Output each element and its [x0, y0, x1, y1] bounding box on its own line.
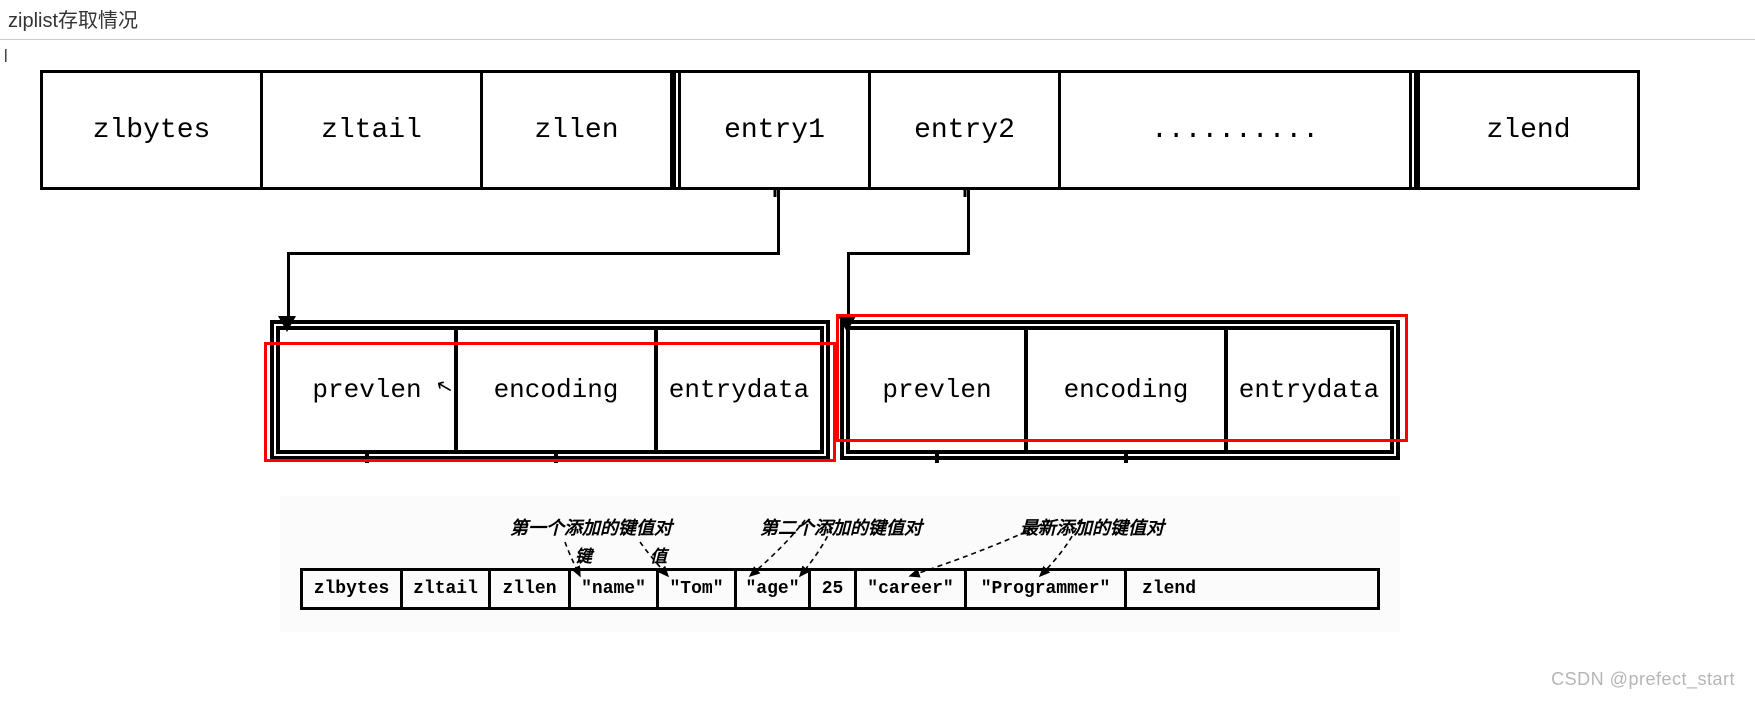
- connector-lines: [40, 190, 1640, 320]
- ex-zlend: zlend: [1127, 571, 1211, 607]
- ex-age: "age": [737, 571, 811, 607]
- ex-zlbytes: zlbytes: [303, 571, 403, 607]
- label: entry2: [914, 115, 1015, 146]
- cell-zlbytes: zlbytes: [43, 73, 263, 187]
- ziplist-diagram: zlbytes zltail zllen entry1 entry2 .....…: [40, 70, 1640, 632]
- ex-tom: "Tom": [659, 571, 737, 607]
- cell-zllen: zllen: [483, 73, 673, 187]
- cell-zlend: zlend: [1417, 73, 1637, 187]
- ex-zltail: zltail: [403, 571, 491, 607]
- ex-programmer: "Programmer": [967, 571, 1127, 607]
- label: ..........: [1151, 115, 1319, 146]
- ziplist-top-row: zlbytes zltail zllen entry1 entry2 .....…: [40, 70, 1640, 190]
- ex-25: 25: [811, 571, 857, 607]
- ex-name: "name": [571, 571, 659, 607]
- watermark: CSDN @prefect_start: [1551, 669, 1735, 690]
- annot-3: 最新添加的键值对: [1020, 514, 1164, 540]
- cell-encoding-1: encoding: [458, 330, 658, 450]
- val-label: 值: [650, 542, 667, 567]
- cell-entrydata-1: entrydata: [658, 330, 820, 450]
- text-cursor: |: [0, 46, 1755, 60]
- cell-encoding-2: encoding: [1028, 330, 1228, 450]
- entry-detail-row: prevlen encoding entrydata prevlen encod…: [270, 320, 1400, 460]
- cell-prevlen-2: prevlen: [850, 330, 1028, 450]
- detail-block-1: prevlen encoding entrydata: [270, 320, 830, 460]
- page-title: ziplist存取情况: [0, 0, 1755, 37]
- entry-group: entry1 entry2 ..........: [673, 73, 1417, 187]
- cell-prevlen-1: prevlen: [280, 330, 458, 450]
- cell-entry2: entry2: [871, 73, 1061, 187]
- label: entry1: [724, 115, 825, 146]
- example-panel: 第一个添加的键值对 第二个添加的键值对 最新添加的键值对 键 值: [280, 496, 1400, 632]
- annot-2: 第二个添加的键值对: [760, 514, 922, 540]
- example-table: zlbytes zltail zllen "name" "Tom" "age" …: [300, 568, 1380, 610]
- cell-entry1: entry1: [681, 73, 871, 187]
- key-label: 键: [575, 542, 592, 567]
- ex-career: "career": [857, 571, 967, 607]
- divider: [0, 39, 1755, 40]
- ex-zllen: zllen: [491, 571, 571, 607]
- annot-1: 第一个添加的键值对: [510, 514, 672, 540]
- detail-block-2: prevlen encoding entrydata: [840, 320, 1400, 460]
- cell-entry-more: ..........: [1061, 73, 1409, 187]
- cell-entrydata-2: entrydata: [1228, 330, 1390, 450]
- cell-zltail: zltail: [263, 73, 483, 187]
